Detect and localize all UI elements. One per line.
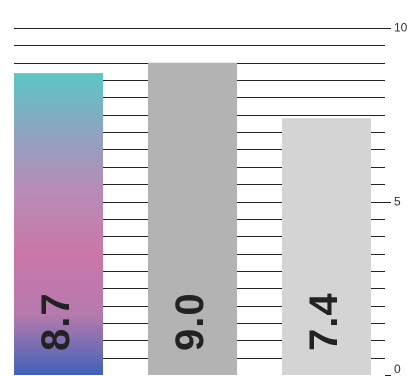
value-label-3: 7.4 — [302, 292, 346, 351]
value-labels: 8.7 9.0 7.4 — [34, 292, 346, 351]
bar-3 — [282, 118, 371, 375]
y-tick-label: 5 — [394, 195, 401, 209]
bars — [14, 62, 371, 376]
value-label-2: 9.0 — [168, 292, 212, 351]
value-label-1: 8.7 — [34, 292, 78, 351]
y-axis: 0 5 10 — [385, 21, 407, 376]
bar-2 — [148, 62, 237, 375]
y-tick-label: 0 — [394, 362, 401, 376]
y-tick-label: 10 — [394, 21, 407, 35]
bar-1 — [14, 73, 103, 376]
